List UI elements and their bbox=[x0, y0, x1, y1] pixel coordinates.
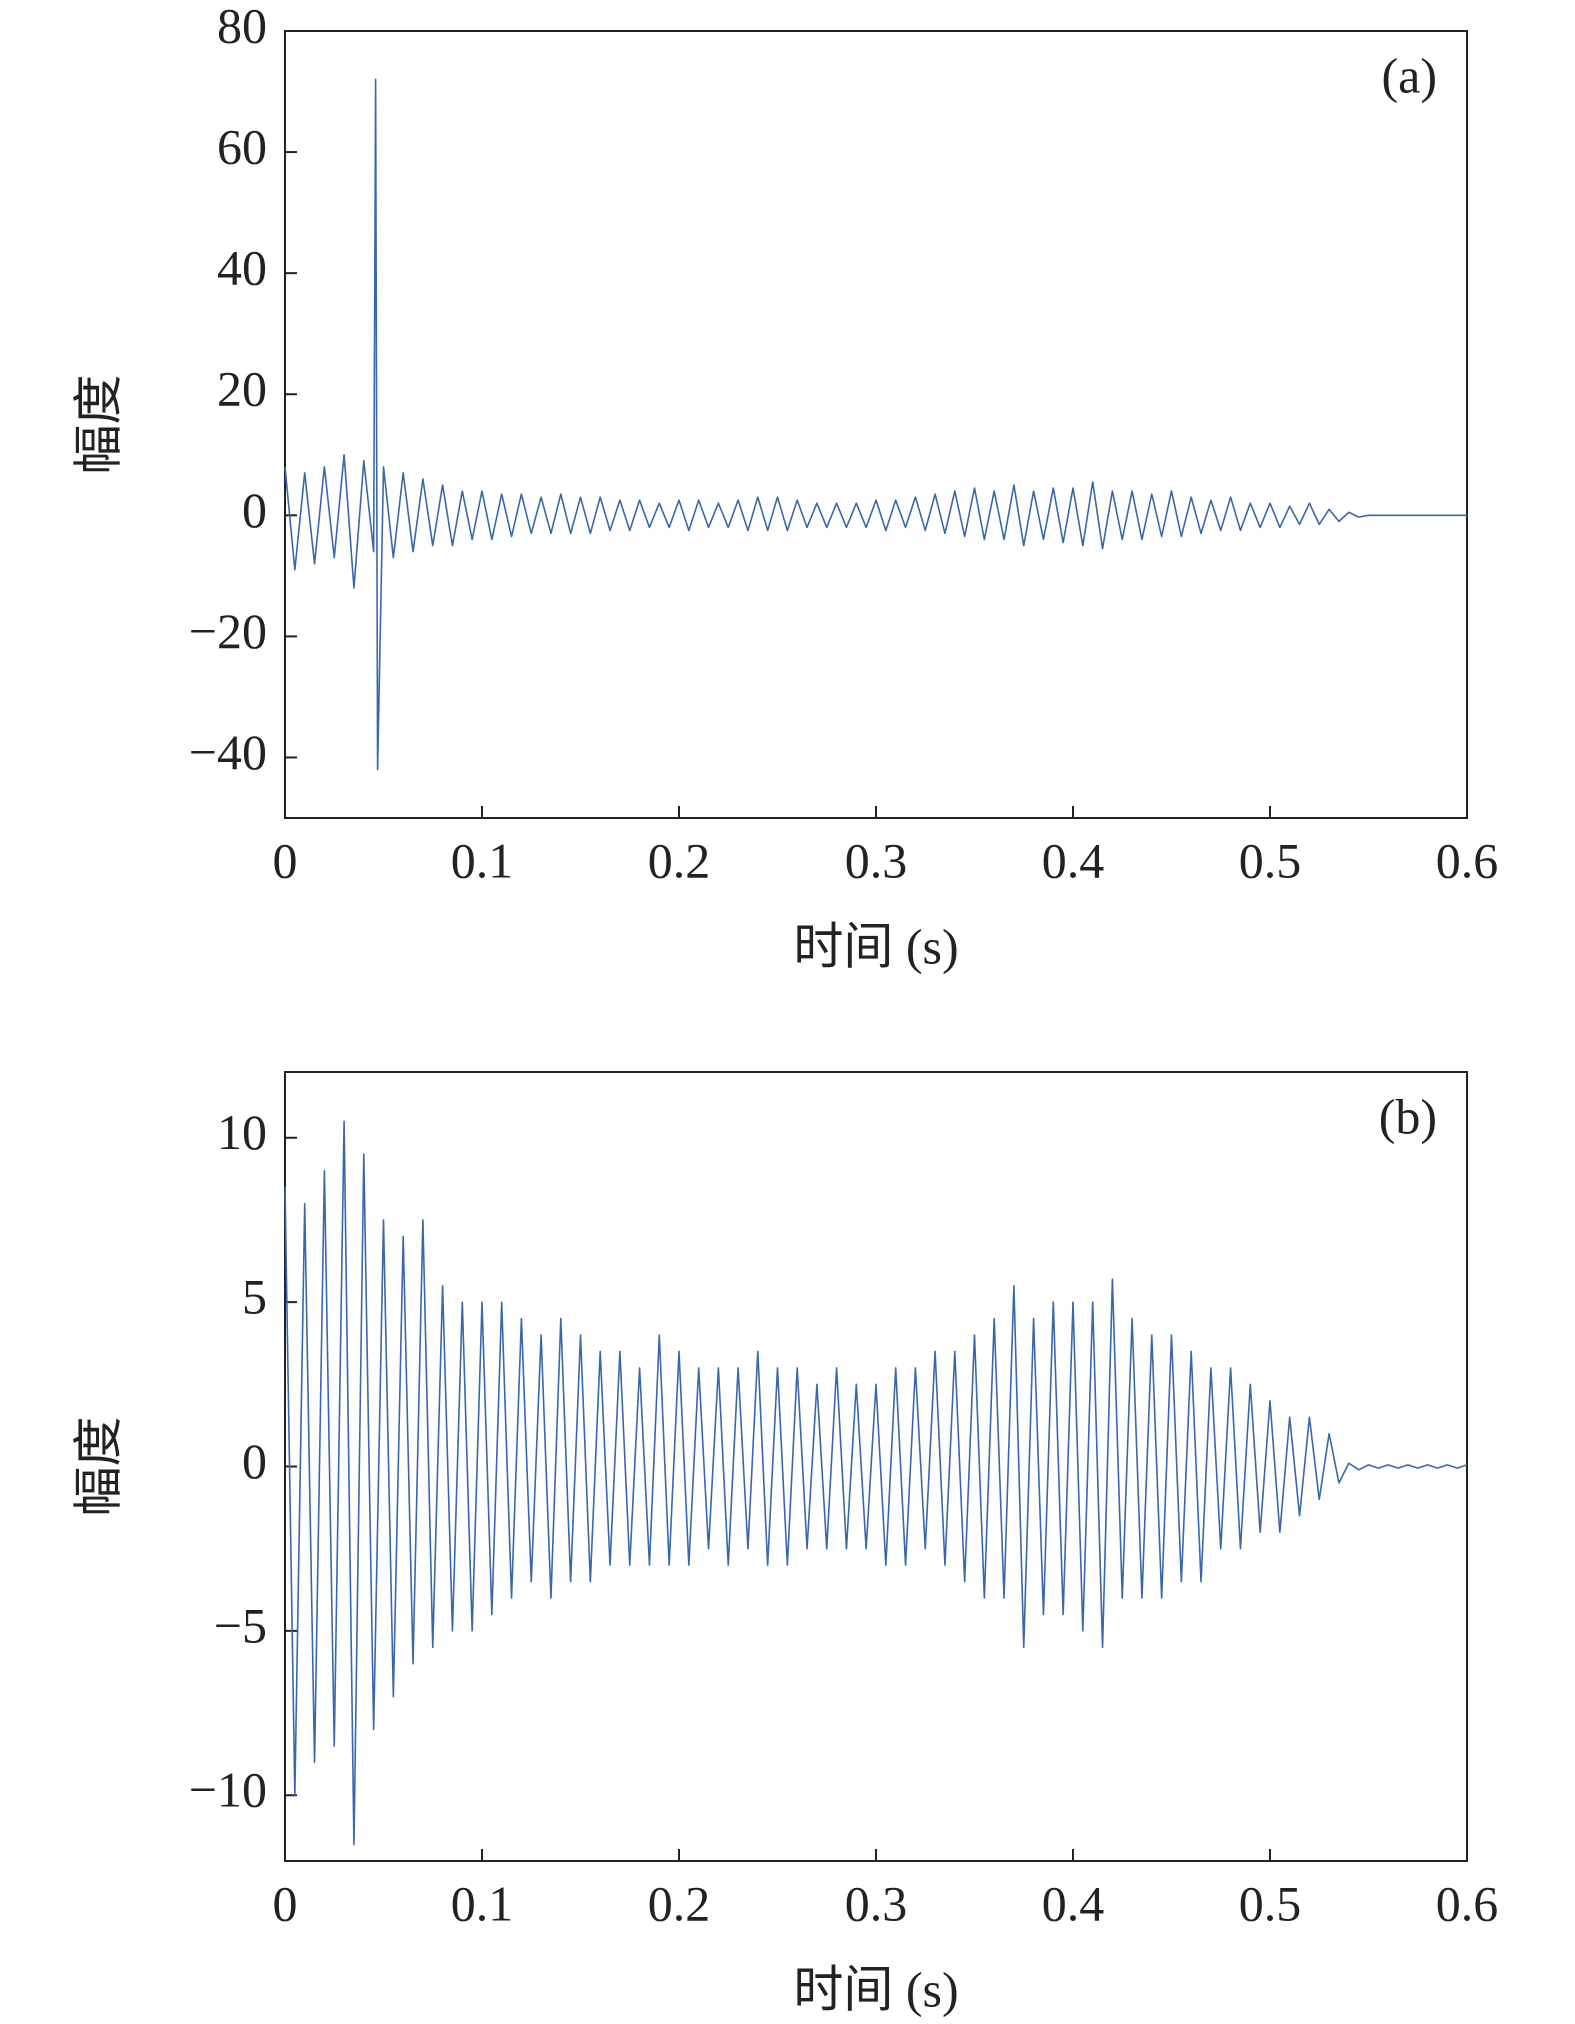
y-tick-label: −10 bbox=[189, 1762, 267, 1818]
x-tick-label: 0.5 bbox=[1239, 1875, 1302, 1931]
x-axis-label: 时间 (s) bbox=[793, 918, 958, 974]
x-tick-label: 0.4 bbox=[1042, 1875, 1105, 1931]
y-axis-label: 幅度 bbox=[70, 375, 126, 475]
y-tick-label: 60 bbox=[217, 119, 267, 175]
x-tick-label: 0.6 bbox=[1436, 832, 1499, 888]
panel-label: (a) bbox=[1382, 47, 1438, 103]
x-tick-label: 0.2 bbox=[648, 832, 711, 888]
x-tick-label: 0.6 bbox=[1436, 1875, 1499, 1931]
x-tick-label: 0.1 bbox=[451, 832, 514, 888]
x-tick-label: 0.3 bbox=[845, 832, 908, 888]
x-tick-label: 0.4 bbox=[1042, 832, 1105, 888]
panel-label: (b) bbox=[1379, 1088, 1437, 1144]
x-tick-label: 0 bbox=[273, 1875, 298, 1931]
y-tick-label: −40 bbox=[189, 724, 267, 780]
y-tick-label: 10 bbox=[217, 1104, 267, 1160]
y-tick-label: −20 bbox=[189, 603, 267, 659]
x-tick-label: 0.1 bbox=[451, 1875, 514, 1931]
y-tick-label: 80 bbox=[217, 0, 267, 53]
y-axis-label: 幅度 bbox=[70, 1417, 126, 1517]
waveform bbox=[284, 1120, 1468, 1846]
x-tick-label: 0 bbox=[273, 832, 298, 888]
y-tick-label: 5 bbox=[242, 1269, 267, 1325]
y-tick-label: −5 bbox=[214, 1597, 267, 1653]
y-tick-label: 40 bbox=[217, 240, 267, 296]
plot-frame bbox=[284, 30, 1468, 819]
x-axis-label: 时间 (s) bbox=[793, 1961, 958, 2017]
x-tick-label: 0.5 bbox=[1239, 832, 1302, 888]
y-tick-label: 0 bbox=[242, 1433, 267, 1489]
y-tick-label: 20 bbox=[217, 361, 267, 417]
y-tick-label: 0 bbox=[242, 482, 267, 538]
plot-frame bbox=[284, 1071, 1468, 1862]
waveform bbox=[284, 78, 1467, 771]
x-tick-label: 0.3 bbox=[845, 1875, 908, 1931]
x-tick-label: 0.2 bbox=[648, 1875, 711, 1931]
